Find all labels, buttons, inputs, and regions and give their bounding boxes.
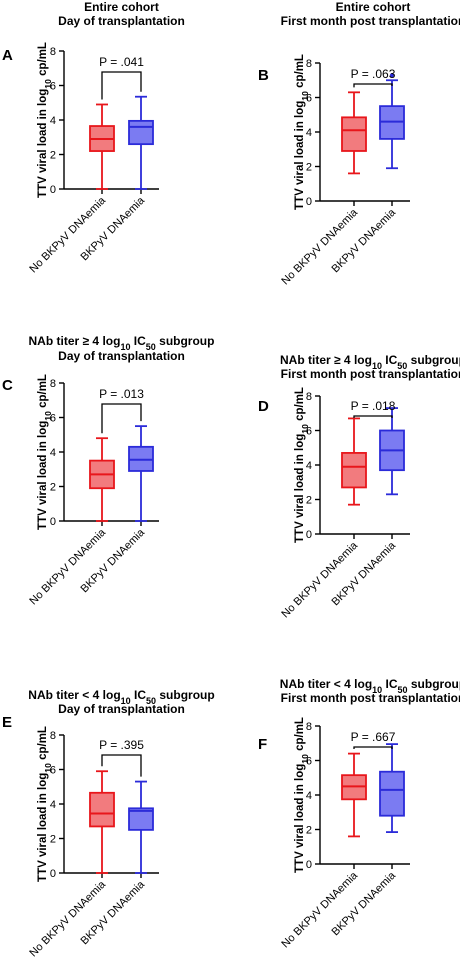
panel-d-title: NAb titer ≥ 4 log10 IC50 subgroup xyxy=(280,353,460,371)
panel-e-y-tick-label: 6 xyxy=(50,765,56,777)
panel-a-y-label: TTV viral load in log10 cp/mL xyxy=(37,42,53,198)
panel-a-subtitle: Day of transplantation xyxy=(58,14,185,28)
panel-d-p-value: P = .018 xyxy=(351,399,396,413)
panel-c-y-tick-label: 2 xyxy=(50,482,56,494)
panel-f-y-tick-label: 8 xyxy=(306,721,312,733)
panel-a-y-tick-label: 2 xyxy=(50,150,56,162)
panel-c-y-label: TTV viral load in log10 cp/mL xyxy=(37,374,53,530)
panel-c-p-value: P = .013 xyxy=(99,387,144,401)
panel-b-box-no-bkpyv xyxy=(341,116,367,152)
panel-f-y-tick-label: 6 xyxy=(306,756,312,768)
panel-e-title: NAb titer < 4 log10 IC50 subgroup xyxy=(28,688,214,706)
panel-a-title: Entire cohort xyxy=(84,0,159,14)
panel-c-y-tick-label: 8 xyxy=(50,378,56,390)
panel-f-box-bkpyv xyxy=(379,770,405,817)
panel-a-box-bkpyv xyxy=(128,119,154,146)
panel-b-title: Entire cohort xyxy=(336,0,411,14)
panel-b-significance-bracket xyxy=(353,83,393,88)
panel-f-category-label: BKPyV DNAemia xyxy=(330,869,399,938)
panel-d-y-tick-label: 4 xyxy=(306,460,312,472)
panel-c-title: NAb titer ≥ 4 log10 IC50 subgroup xyxy=(29,334,215,352)
panel-b-outlier xyxy=(390,73,394,78)
panel-d-letter: D xyxy=(258,398,269,415)
panel-b-y-tick-label: 4 xyxy=(306,127,312,139)
panel-f-y-tick-label: 2 xyxy=(306,825,312,837)
panel-e-y-tick-label: 4 xyxy=(50,799,56,811)
panel-e-subtitle: Day of transplantation xyxy=(58,702,185,716)
panel-e-y-tick-label: 2 xyxy=(50,834,56,846)
panel-b-y-tick-label: 8 xyxy=(306,58,312,70)
panel-c-letter: C xyxy=(2,377,13,394)
panel-f-subtitle: First month post transplantation xyxy=(281,691,460,705)
panel-e-box-bkpyv xyxy=(128,807,154,831)
panel-e-significance-bracket xyxy=(101,754,142,777)
panel-e-y-tick-label: 8 xyxy=(50,730,56,742)
panel-c-subtitle: Day of transplantation xyxy=(58,349,185,363)
panel-b-y-label: TTV viral load in log10 cp/mL xyxy=(294,54,310,210)
panel-a-category-label: No BKPyV DNAemia xyxy=(27,194,108,275)
panel-c-y-tick-label: 4 xyxy=(50,447,56,459)
panel-e-category-label: No BKPyV DNAemia xyxy=(27,878,108,959)
panel-c-y-tick-label: 0 xyxy=(50,516,56,528)
panel-b-y-tick-label: 0 xyxy=(306,196,312,208)
panel-b-subtitle: First month post transplantation xyxy=(281,14,460,28)
panel-f-title: NAb titer < 4 log10 IC50 subgroup xyxy=(280,677,460,695)
panel-b-y-tick-label: 6 xyxy=(306,93,312,105)
panel-f-p-value: P = .667 xyxy=(351,730,396,744)
panel-d-category-label: BKPyV DNAemia xyxy=(330,539,399,608)
panel-e-y-tick-label: 0 xyxy=(50,868,56,880)
panel-e-letter: E xyxy=(2,714,12,731)
panel-d-y-tick-label: 2 xyxy=(306,495,312,507)
panel-a-significance-bracket xyxy=(101,71,142,100)
panel-d-box-no-bkpyv xyxy=(341,452,367,489)
panel-d-y-label: TTV viral load in log10 cp/mL xyxy=(294,387,310,543)
panel-b-y-tick-label: 2 xyxy=(306,162,312,174)
panel-b-p-value: P = .063 xyxy=(351,67,396,81)
panel-e-y-label: TTV viral load in log10 cp/mL xyxy=(37,726,53,882)
panel-f-y-label: TTV viral load in log10 cp/mL xyxy=(294,717,310,873)
panel-b-category-label: BKPyV DNAemia xyxy=(330,206,399,275)
panel-b-letter: B xyxy=(258,67,269,84)
panel-d-subtitle: First month post transplantation xyxy=(281,367,460,381)
panel-a-y-tick-label: 0 xyxy=(50,184,56,196)
panel-f-letter: F xyxy=(258,736,267,753)
panel-d-y-tick-label: 8 xyxy=(306,391,312,403)
panel-f-significance-bracket xyxy=(353,746,393,749)
panel-a-p-value: P = .041 xyxy=(99,55,144,69)
panel-c-significance-bracket xyxy=(101,403,142,434)
panel-c-category-label: No BKPyV DNAemia xyxy=(27,526,108,607)
panel-a-y-tick-label: 8 xyxy=(50,46,56,58)
panel-c-y-tick-label: 6 xyxy=(50,413,56,425)
panel-f-y-tick-label: 0 xyxy=(306,859,312,871)
panel-d-y-tick-label: 0 xyxy=(306,529,312,541)
panel-d-y-tick-label: 6 xyxy=(306,426,312,438)
panel-d-significance-bracket xyxy=(353,415,393,418)
panel-a-letter: A xyxy=(2,47,13,64)
panel-a-y-tick-label: 4 xyxy=(50,115,56,127)
panel-e-p-value: P = .395 xyxy=(99,738,144,752)
panel-a-y-tick-label: 6 xyxy=(50,81,56,93)
panel-f-y-tick-label: 4 xyxy=(306,790,312,802)
panel-e-box-no-bkpyv xyxy=(89,791,115,828)
